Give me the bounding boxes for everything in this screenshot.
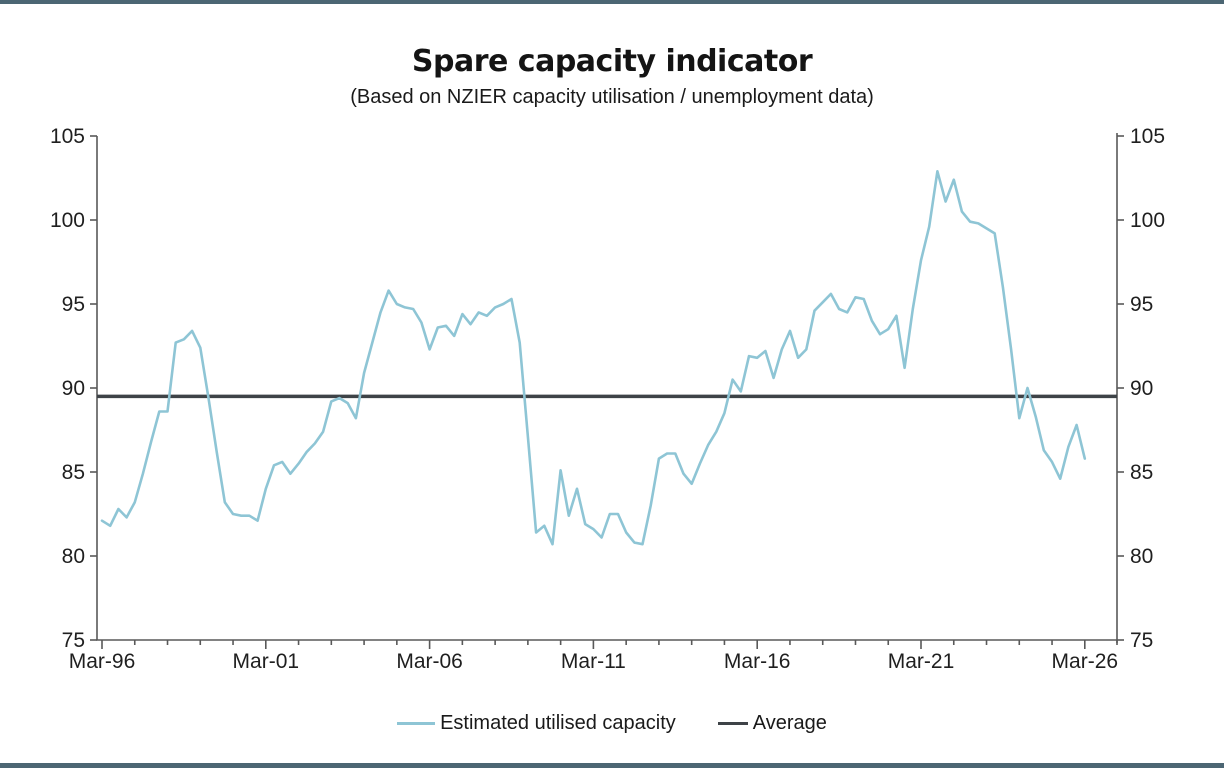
- series-line-swatch-icon: [397, 722, 436, 725]
- estimated-utilised-capacity-line: [100, 170, 1087, 546]
- y-axis-label-left: 75: [62, 629, 85, 652]
- chart-legend: Estimated utilised capacity Average: [0, 712, 1224, 735]
- y-axis-label-left: 95: [62, 293, 85, 316]
- y-axis-label-right: 90: [1130, 377, 1153, 400]
- legend-item-average: Average: [717, 712, 827, 735]
- y-axis-label-left: 90: [62, 377, 85, 400]
- x-axis-label: Mar-11: [561, 650, 626, 673]
- legend-item-estimated-utilised-capacity: Estimated utilised capacity: [397, 712, 676, 735]
- axis-tick-labels: 75 75 80 80 85 85 90 90 95 95 100 100 105 105 Mar-96 Ma…: [50, 125, 1165, 673]
- y-axis-label-left: 100: [50, 209, 85, 232]
- y-axis-label-right: 80: [1130, 545, 1153, 568]
- x-axis-label: Mar-06: [396, 650, 463, 673]
- y-axis-label-right: 85: [1130, 461, 1153, 484]
- average-line-swatch-icon: [717, 722, 748, 725]
- y-axis-label-left: 85: [62, 461, 85, 484]
- y-axis-label-right: 95: [1130, 293, 1153, 316]
- y-axis-label-right: 75: [1130, 629, 1153, 652]
- x-axis-label: Mar-16: [724, 650, 791, 673]
- y-axis-label-left: 80: [62, 545, 85, 568]
- chart-title: Spare capacity indicator: [411, 44, 813, 79]
- chart-subtitle: (Based on NZIER capacity utilisation / u…: [350, 86, 874, 108]
- legend-label: Estimated utilised capacity: [440, 712, 676, 734]
- bottom-edge-bar: [0, 763, 1224, 768]
- axes: [90, 133, 1124, 649]
- y-axis-label-left: 105: [50, 125, 85, 148]
- legend-label: Average: [752, 712, 827, 734]
- x-axis-label: Mar-21: [888, 650, 955, 673]
- y-axis-label-right: 105: [1130, 125, 1165, 148]
- x-axis-label: Mar-26: [1052, 650, 1119, 673]
- x-axis-label: Mar-96: [69, 650, 136, 673]
- x-axis-label: Mar-01: [233, 650, 300, 673]
- y-axis-label-right: 100: [1130, 209, 1165, 232]
- top-edge-bar: [0, 0, 1224, 4]
